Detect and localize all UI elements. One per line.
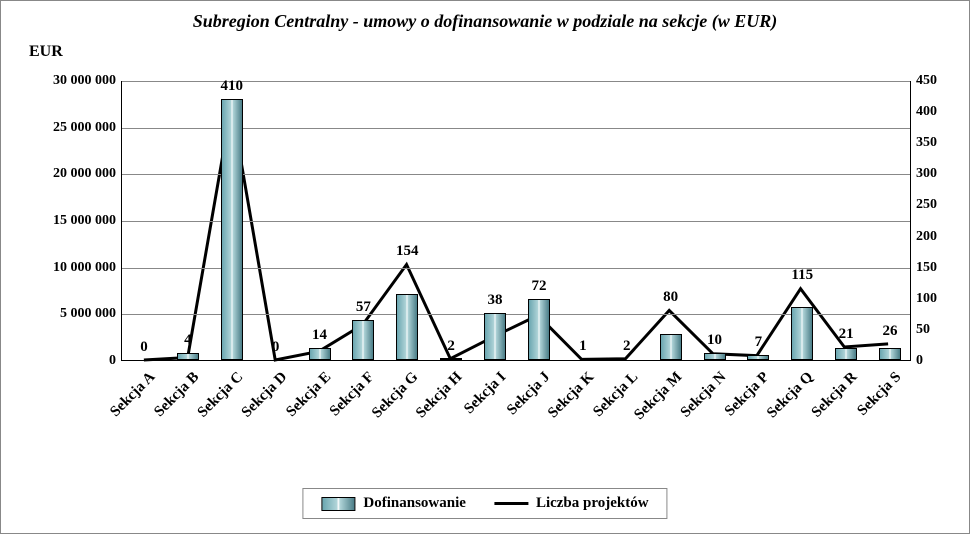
data-label: 26 [883, 323, 898, 340]
y1-tick-label: 10 000 000 [53, 260, 116, 276]
data-label: 10 [707, 332, 722, 349]
data-label: 14 [312, 327, 327, 344]
bar [484, 313, 506, 360]
line-path [144, 106, 888, 360]
y2-tick-label: 200 [916, 229, 937, 245]
bar [309, 348, 331, 360]
x-tick-label: Sekcja S [854, 369, 905, 420]
data-label: 80 [663, 289, 678, 306]
data-label: 4 [184, 332, 192, 349]
bar [660, 334, 682, 360]
x-tick-label: Sekcja Q [764, 369, 817, 422]
bar [835, 348, 857, 360]
y1-axis-label: EUR [29, 43, 63, 61]
data-label: 7 [755, 334, 763, 351]
bar-swatch-icon [321, 497, 355, 511]
data-label: 72 [531, 278, 546, 295]
chart-title: Subregion Centralny - umowy o dofinansow… [1, 11, 969, 32]
plot-area: 05 000 00010 000 00015 000 00020 000 000… [121, 81, 911, 361]
bar [747, 355, 769, 360]
legend-bar-label: Dofinansowanie [363, 495, 466, 512]
x-tick-label: Sekcja B [151, 369, 203, 421]
x-tick-label: Sekcja E [283, 369, 335, 421]
y2-tick-label: 450 [916, 73, 937, 89]
y2-tick-label: 0 [916, 353, 923, 369]
data-label: 2 [447, 338, 455, 355]
data-label: 2 [623, 338, 631, 355]
bar [528, 299, 550, 360]
line-swatch-icon [494, 502, 528, 505]
bar [177, 353, 199, 360]
y1-tick-label: 20 000 000 [53, 166, 116, 182]
bar [791, 307, 813, 360]
x-tick-label: Sekcja I [461, 369, 510, 418]
bar [440, 358, 462, 360]
y2-tick-label: 350 [916, 135, 937, 151]
legend-item-line: Liczba projektów [494, 495, 649, 512]
bar [396, 294, 418, 360]
bar [221, 99, 243, 360]
y2-tick-label: 400 [916, 104, 937, 120]
data-label: 21 [839, 326, 854, 343]
y2-tick-label: 100 [916, 291, 937, 307]
y2-tick-label: 150 [916, 260, 937, 276]
data-label: 154 [396, 243, 419, 260]
y1-tick-label: 30 000 000 [53, 73, 116, 89]
y1-tick-label: 15 000 000 [53, 213, 116, 229]
legend-item-bar: Dofinansowanie [321, 495, 466, 512]
y2-tick-label: 250 [916, 197, 937, 213]
x-tick-label: Sekcja K [545, 369, 598, 422]
data-label: 0 [272, 339, 280, 356]
x-tick-label: Sekcja A [107, 369, 159, 421]
legend-line-label: Liczba projektów [536, 495, 649, 512]
data-label: 0 [140, 339, 148, 356]
legend: Dofinansowanie Liczba projektów [302, 488, 667, 519]
bar [879, 348, 901, 360]
x-tick-label: Sekcja D [238, 369, 290, 421]
data-label: 38 [488, 292, 503, 309]
y1-tick-label: 0 [109, 353, 116, 369]
y1-tick-label: 25 000 000 [53, 120, 116, 136]
bar [704, 353, 726, 360]
x-tick-label: Sekcja H [413, 369, 466, 422]
data-label: 57 [356, 299, 371, 316]
y1-tick-label: 5 000 000 [60, 306, 116, 322]
y2-tick-label: 50 [916, 322, 930, 338]
bar [352, 320, 374, 360]
chart-container: Subregion Centralny - umowy o dofinansow… [0, 0, 970, 534]
data-label: 1 [579, 338, 587, 355]
x-tick-label: Sekcja C [194, 369, 246, 421]
x-tick-label: Sekcja N [677, 369, 729, 421]
x-tick-label: Sekcja R [809, 369, 861, 421]
data-label: 410 [220, 78, 243, 95]
y2-tick-label: 300 [916, 166, 937, 182]
x-tick-label: Sekcja G [369, 369, 422, 422]
data-label: 115 [791, 267, 813, 284]
